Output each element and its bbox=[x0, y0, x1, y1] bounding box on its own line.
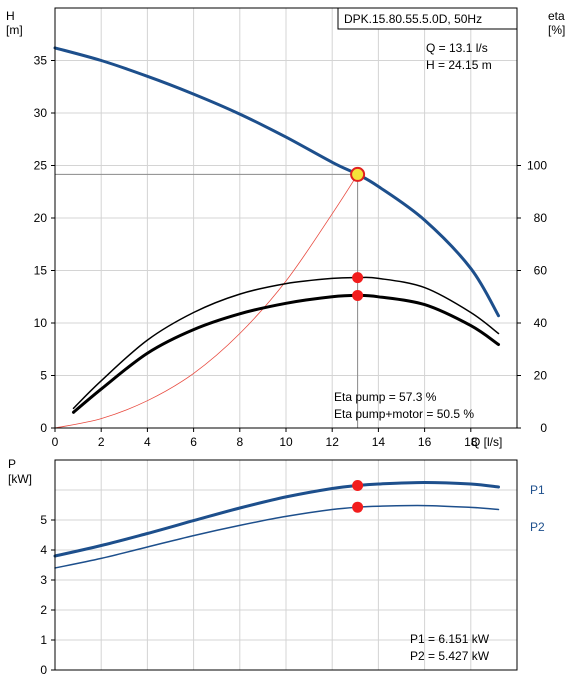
eta-pump-motor-marker bbox=[352, 289, 364, 301]
flow-tick-label: 18 bbox=[464, 435, 478, 449]
eta-tick-label: 20 bbox=[534, 369, 548, 383]
legend-p1: P1 bbox=[530, 483, 545, 497]
eta-axis-unit: [%] bbox=[548, 23, 565, 37]
flow-tick-label: 6 bbox=[190, 435, 197, 449]
p2-annotation: P2 = 5.427 kW bbox=[410, 649, 490, 663]
eta-axis-label: eta bbox=[548, 9, 565, 23]
head-tick-label: 25 bbox=[34, 159, 48, 173]
power-tick-label: 4 bbox=[40, 543, 47, 557]
eta-pump-motor-curve bbox=[72, 293, 500, 414]
flow-tick-label: 8 bbox=[236, 435, 243, 449]
eta-tick-label: 60 bbox=[534, 264, 548, 278]
p1-marker bbox=[352, 479, 364, 491]
power-tick-label: 3 bbox=[40, 573, 47, 587]
p1-annotation: P1 = 6.151 kW bbox=[410, 632, 490, 646]
power-tick-label: 5 bbox=[40, 513, 47, 527]
operating-flow-readout: Q = 13.1 l/s bbox=[426, 41, 488, 55]
system-curve bbox=[54, 174, 358, 429]
eta-pump-marker bbox=[352, 272, 364, 284]
eta-tick-label: 0 bbox=[540, 421, 547, 435]
title-box bbox=[337, 7, 518, 30]
head-axis-unit: [m] bbox=[6, 23, 23, 37]
flow-tick-label: 12 bbox=[326, 435, 340, 449]
eta-tick-label: 100 bbox=[527, 159, 547, 173]
head-tick-label: 10 bbox=[34, 316, 48, 330]
flow-axis-label: Q [l/s] bbox=[471, 435, 502, 449]
power-tick-label: 0 bbox=[40, 663, 47, 677]
head-tick-label: 35 bbox=[34, 54, 48, 68]
flow-tick-label: 0 bbox=[52, 435, 59, 449]
power-axis-unit: [kW] bbox=[8, 472, 32, 486]
eta-tick-label: 40 bbox=[534, 316, 548, 330]
power-axis-label: P bbox=[8, 457, 16, 471]
head-tick-label: 5 bbox=[40, 369, 47, 383]
head-axis-label: H bbox=[6, 9, 15, 23]
power-chart-frame bbox=[54, 459, 518, 671]
power-tick-label: 2 bbox=[40, 603, 47, 617]
eta-pump-curve bbox=[72, 276, 500, 410]
operating-point-marker bbox=[350, 166, 366, 182]
head-tick-label: 30 bbox=[34, 106, 48, 120]
power-ticks: 0 1 2 3 4 5 bbox=[40, 513, 55, 677]
head-ticks: 0 2 4 6 8 10 12 14 16 18 0 5 10 15 20 25 30 35 0 20 40 60 80 10… bbox=[34, 54, 548, 450]
head-efficiency-chart: 0 2 4 6 8 10 12 14 16 18 0 5 10 15 20 25 30 35 0 20 40 60 80 10… bbox=[6, 7, 565, 450]
eta-tick-label: 80 bbox=[534, 211, 548, 225]
flow-tick-label: 10 bbox=[279, 435, 293, 449]
operating-head-readout: H = 24.15 m bbox=[426, 58, 492, 72]
p2-marker bbox=[352, 501, 364, 513]
power-grid bbox=[55, 460, 517, 670]
power-chart: 0 1 2 3 4 5 P [kW] P1 P2 P1 = 6.151 kW P2 = 5… bbox=[8, 457, 545, 677]
head-tick-label: 15 bbox=[34, 264, 48, 278]
eta-pump-motor-annotation: Eta pump+motor = 50.5 % bbox=[334, 407, 474, 421]
head-tick-label: 0 bbox=[40, 421, 47, 435]
flow-tick-label: 16 bbox=[418, 435, 432, 449]
p2-curve bbox=[54, 504, 500, 569]
flow-tick-label: 2 bbox=[98, 435, 105, 449]
head-curve bbox=[53, 46, 500, 318]
flow-tick-label: 4 bbox=[144, 435, 151, 449]
chart-title: DPK.15.80.55.5.0D, 50Hz bbox=[344, 12, 482, 26]
head-tick-label: 20 bbox=[34, 211, 48, 225]
flow-tick-label: 14 bbox=[372, 435, 386, 449]
power-lines bbox=[53, 479, 500, 569]
power-tick-label: 1 bbox=[40, 633, 47, 647]
p1-curve bbox=[53, 480, 500, 558]
legend-p2: P2 bbox=[530, 520, 545, 534]
head-efficiency-lines bbox=[53, 46, 500, 429]
head-grid bbox=[55, 8, 517, 428]
eta-pump-annotation: Eta pump = 57.3 % bbox=[334, 390, 437, 404]
